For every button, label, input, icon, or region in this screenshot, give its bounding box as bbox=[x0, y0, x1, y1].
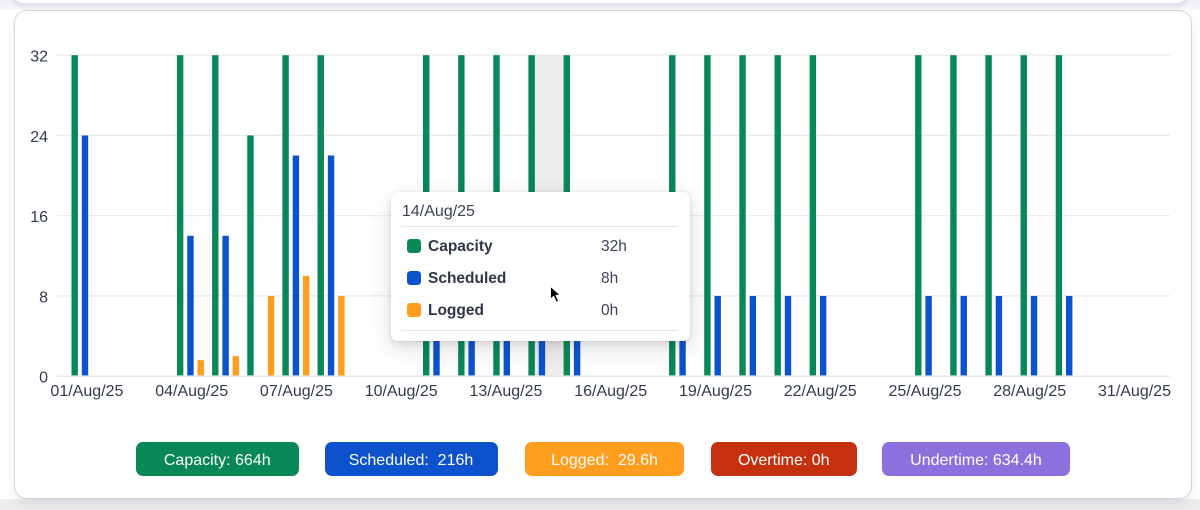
svg-text:25/Aug/25: 25/Aug/25 bbox=[889, 383, 962, 400]
svg-text:10/Aug/25: 10/Aug/25 bbox=[365, 383, 438, 400]
svg-text:32: 32 bbox=[30, 49, 48, 66]
svg-text:24: 24 bbox=[30, 129, 48, 146]
svg-text:0: 0 bbox=[39, 370, 48, 387]
svg-text:19/Aug/25: 19/Aug/25 bbox=[679, 383, 752, 400]
svg-text:07/Aug/25: 07/Aug/25 bbox=[260, 383, 333, 400]
svg-text:13/Aug/25: 13/Aug/25 bbox=[469, 383, 542, 400]
svg-text:16/Aug/25: 16/Aug/25 bbox=[574, 383, 647, 400]
svg-text:31/Aug/25: 31/Aug/25 bbox=[1098, 383, 1171, 400]
svg-text:04/Aug/25: 04/Aug/25 bbox=[155, 383, 228, 400]
svg-text:01/Aug/25: 01/Aug/25 bbox=[50, 383, 123, 400]
svg-text:28/Aug/25: 28/Aug/25 bbox=[993, 383, 1066, 400]
svg-text:22/Aug/25: 22/Aug/25 bbox=[784, 383, 857, 400]
svg-text:16: 16 bbox=[30, 209, 48, 226]
svg-text:8: 8 bbox=[39, 289, 48, 306]
